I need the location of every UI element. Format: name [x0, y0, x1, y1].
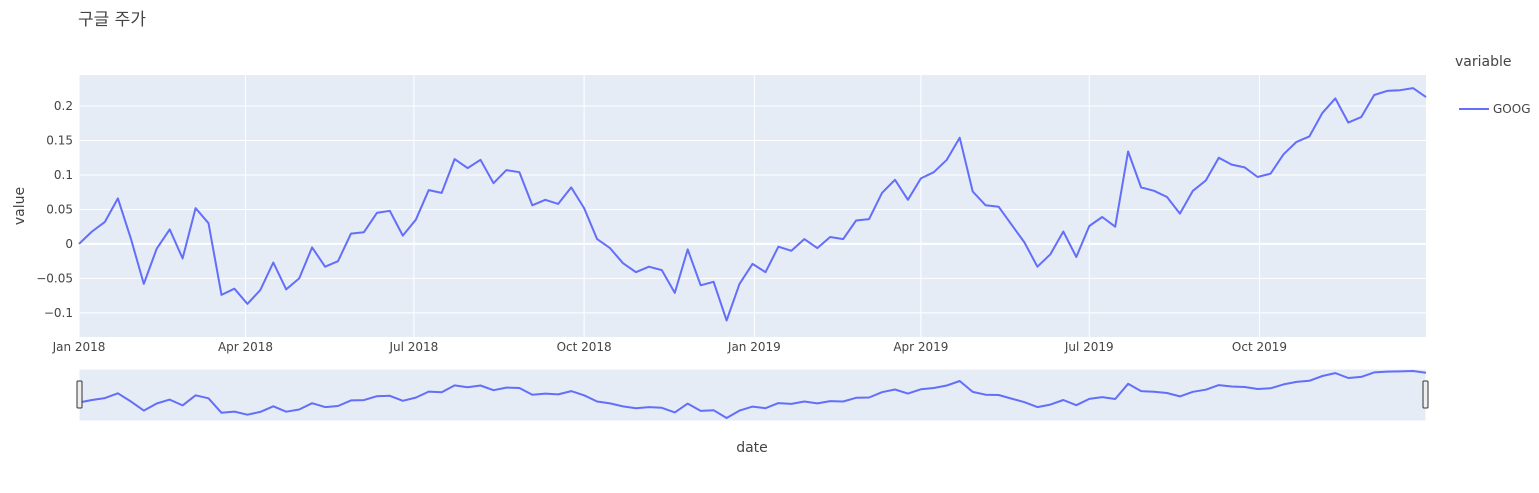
x-tick-label: Jul 2019 [1064, 340, 1114, 354]
y-tick-label: −0.1 [44, 306, 73, 320]
range-slider-line-goog [78, 370, 1427, 419]
range-slider-series [78, 370, 1427, 419]
range-slider-left-handle[interactable] [76, 380, 83, 409]
y-tick-label: −0.05 [36, 271, 73, 285]
y-tick-label: 0.15 [46, 134, 73, 148]
plot-area[interactable] [79, 75, 1426, 337]
x-tick-label: Jan 2019 [727, 340, 781, 354]
y-tick-label: 0.1 [54, 168, 73, 182]
y-tick-label: 0 [65, 237, 73, 251]
y-tick-labels: −0.1 −0.05 0 0.05 0.1 0.15 0.2 [36, 99, 73, 320]
x-tick-label: Apr 2019 [893, 340, 948, 354]
legend: variable GOOG [1455, 54, 1531, 116]
chart-title: 구글 주가 [78, 10, 146, 30]
legend-title: variable [1455, 54, 1511, 70]
x-axis-title: date [736, 440, 768, 456]
x-tick-label: Oct 2019 [1232, 340, 1287, 354]
x-tick-labels: Jan 2018 Apr 2018 Jul 2018 Oct 2018 Jan 2019… [52, 340, 1287, 354]
x-tick-label: Apr 2018 [218, 340, 273, 354]
x-tick-label: Jan 2018 [52, 340, 106, 354]
y-gridlines [79, 105, 1426, 314]
y-axis-title: value [12, 187, 28, 225]
x-tick-label: Oct 2018 [557, 340, 612, 354]
series-lines [78, 87, 1427, 322]
range-slider-right-handle[interactable] [1422, 380, 1429, 409]
series-line-goog[interactable] [78, 87, 1427, 322]
y-tick-label: 0.05 [46, 202, 73, 216]
legend-label[interactable]: GOOG [1493, 102, 1531, 116]
legend-items[interactable]: GOOG [1459, 102, 1531, 116]
range-slider-track[interactable] [78, 368, 1427, 422]
x-tick-label: Jul 2018 [388, 340, 438, 354]
y-tick-label: 0.2 [54, 99, 73, 113]
x-gridlines [78, 75, 1260, 337]
